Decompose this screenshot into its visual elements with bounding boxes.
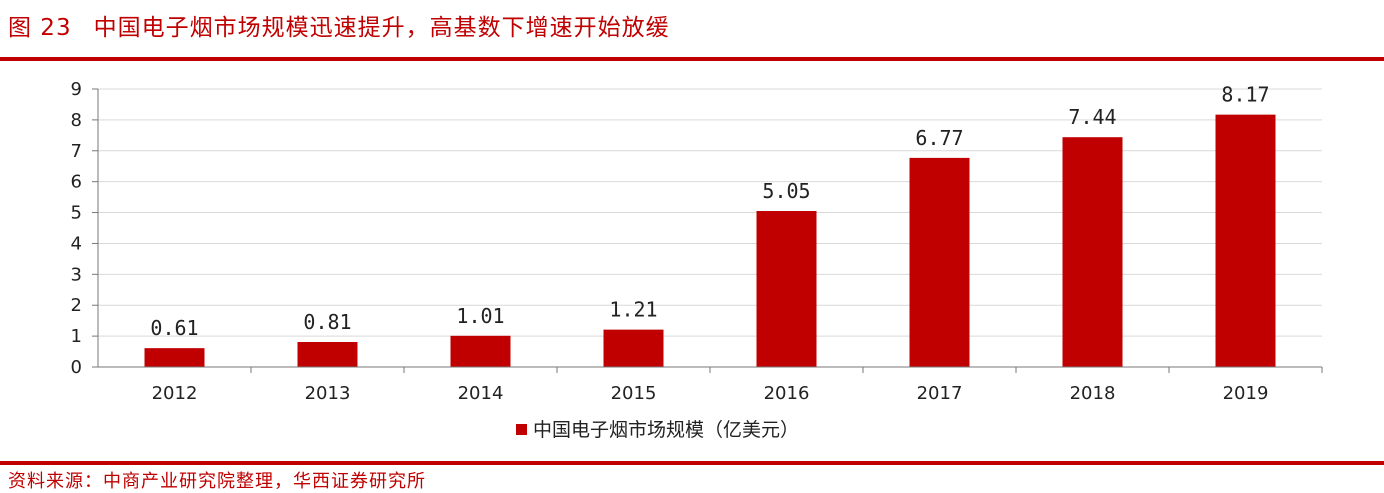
y-tick-label: 4 (71, 233, 82, 254)
title-divider (0, 57, 1384, 61)
gridlines (98, 88, 1322, 337)
y-tick-label: 8 (71, 110, 82, 131)
bars (144, 114, 1276, 367)
data-label-2014: 1.01 (456, 304, 504, 328)
bar-2017 (909, 157, 970, 367)
bar-2012 (144, 348, 205, 367)
bar-2014 (450, 335, 511, 367)
y-tick-label: 1 (71, 326, 82, 347)
x-tick-label-2014: 2014 (458, 383, 504, 404)
x-axis-ticks: 2012 2013 2014 2015 2016 2017 2018 2019 (152, 367, 1323, 404)
x-tick-label-2012: 2012 (152, 383, 198, 404)
y-axis-ticks: 0 1 2 3 4 5 6 7 8 9 (71, 79, 98, 378)
y-tick-label: 0 (71, 357, 82, 378)
bar-2018 (1062, 137, 1123, 367)
legend: 中国电子烟市场规模（亿美元） (516, 419, 799, 441)
bar-2015 (603, 329, 664, 367)
x-tick-label-2018: 2018 (1070, 383, 1116, 404)
bar-chart: 0 1 2 3 4 5 6 7 8 9 0.61 0.81 1.01 1.21 5.05 6.77 7.44 8… (71, 79, 1323, 441)
legend-swatch (516, 424, 527, 435)
data-label-2016: 5.05 (762, 179, 810, 203)
figure-number: 图 23 (8, 15, 72, 41)
y-tick-label: 3 (71, 264, 82, 285)
figure-title-text: 中国电子烟市场规模迅速提升，高基数下增速开始放缓 (93, 15, 670, 41)
y-tick-label: 5 (71, 203, 82, 224)
bar-2016 (756, 211, 817, 367)
y-tick-label: 2 (71, 295, 82, 316)
bar-2019 (1215, 114, 1276, 367)
y-tick-label: 9 (71, 79, 82, 100)
data-label-2017: 6.77 (915, 126, 963, 150)
data-label-2018: 7.44 (1068, 105, 1116, 129)
data-label-2013: 0.81 (303, 310, 351, 334)
data-label-2012: 0.61 (150, 316, 198, 340)
axes (97, 89, 1322, 368)
y-tick-label: 6 (71, 172, 82, 193)
source-note: 资料来源：中商产业研究院整理，华西证券研究所 (8, 471, 426, 492)
data-label-2019: 8.17 (1221, 83, 1269, 107)
legend-label: 中国电子烟市场规模（亿美元） (533, 419, 799, 441)
data-labels: 0.61 0.81 1.01 1.21 5.05 6.77 7.44 8.17 (150, 83, 1269, 341)
x-tick-label-2016: 2016 (764, 383, 810, 404)
figure-title: 图 23 中国电子烟市场规模迅速提升，高基数下增速开始放缓 (8, 8, 670, 48)
x-tick-label-2013: 2013 (305, 383, 351, 404)
data-label-2015: 1.21 (609, 298, 657, 322)
x-tick-label-2015: 2015 (611, 383, 657, 404)
bar-2013 (297, 341, 358, 367)
x-tick-label-2019: 2019 (1223, 383, 1269, 404)
x-tick-label-2017: 2017 (917, 383, 963, 404)
y-tick-label: 7 (71, 141, 82, 162)
source-divider (0, 461, 1384, 465)
